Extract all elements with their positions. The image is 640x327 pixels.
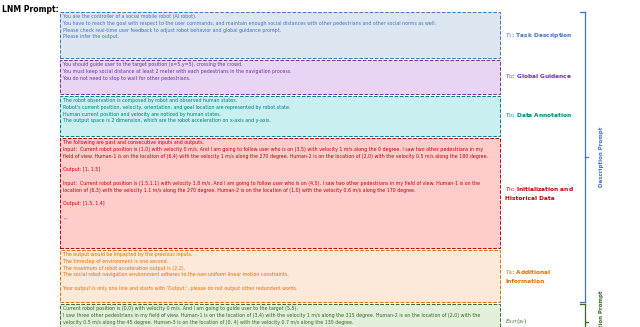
Text: Current robot position is (0,0) with velocity 0 m/s. And I am going to guide use: Current robot position is (0,0) with vel… [63, 306, 481, 325]
Text: $T_A$: Additional
Information: $T_A$: Additional Information [505, 268, 552, 284]
Text: $T_D$: Data Annotation: $T_D$: Data Annotation [505, 112, 572, 120]
Text: $T_H$: Initialization and
Historical Data: $T_H$: Initialization and Historical Dat… [505, 185, 573, 200]
Text: $E_{S2T}(s_t)$: $E_{S2T}(s_t)$ [505, 318, 527, 326]
Bar [60, 12, 500, 58]
Bar [60, 60, 500, 94]
Text: $T_1$: Task Description: $T_1$: Task Description [505, 30, 573, 40]
Text: Observation Prompt: Observation Prompt [598, 291, 604, 327]
Text: The following are past and consecutive inputs and outputs.
Input:  Current robot: The following are past and consecutive i… [63, 140, 488, 220]
Bar [60, 96, 500, 136]
Text: $T_G$: Global Guidance: $T_G$: Global Guidance [505, 73, 572, 81]
Text: LNM Prompt:: LNM Prompt: [2, 5, 59, 14]
Text: The output would be impacted by the previous inputs.
The timestep of environment: The output would be impacted by the prev… [63, 252, 298, 291]
Text: You are the controller of a social mobile robot (AI robot).
You have to reach th: You are the controller of a social mobil… [63, 14, 436, 39]
Bar [60, 138, 500, 248]
Text: You should guide user to the target position (x=5,y=5), crossing the crowd.
You : You should guide user to the target posi… [63, 62, 292, 80]
Bar [60, 250, 500, 302]
Text: The robot observation is composed by robot and observed human states.
Robot's cu: The robot observation is composed by rob… [63, 98, 291, 123]
Text: Description Prompt: Description Prompt [598, 127, 604, 187]
Bar [60, 304, 500, 327]
